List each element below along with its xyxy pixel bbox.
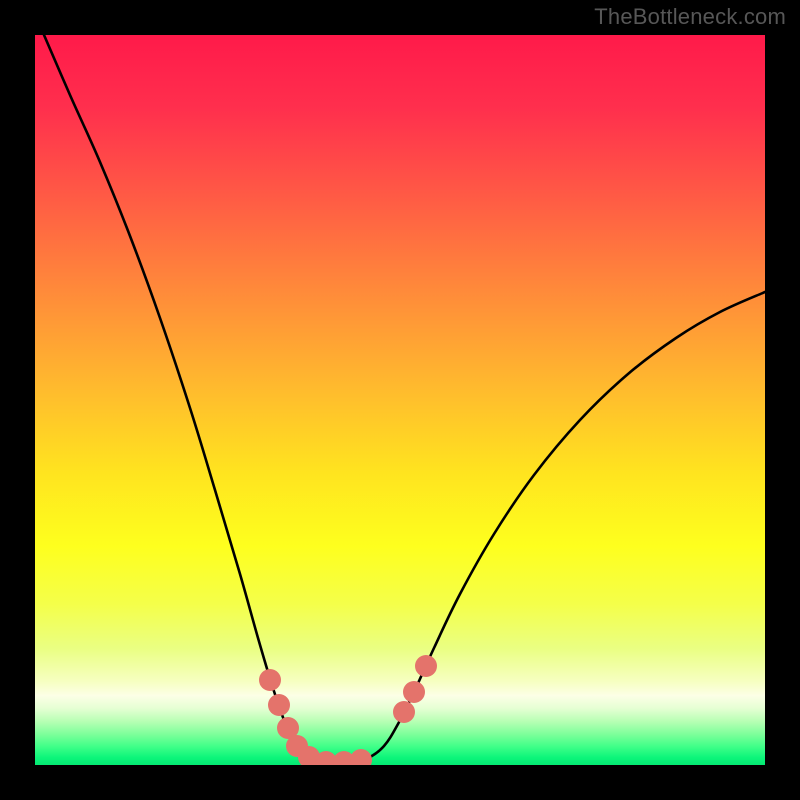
bottleneck-chart <box>0 0 800 800</box>
curve-marker <box>403 681 425 703</box>
curve-marker <box>268 694 290 716</box>
curve-marker <box>415 655 437 677</box>
watermark-text: TheBottleneck.com <box>594 4 786 30</box>
chart-container: TheBottleneck.com <box>0 0 800 800</box>
plot-gradient-background <box>35 35 765 765</box>
curve-marker <box>393 701 415 723</box>
curve-marker <box>259 669 281 691</box>
